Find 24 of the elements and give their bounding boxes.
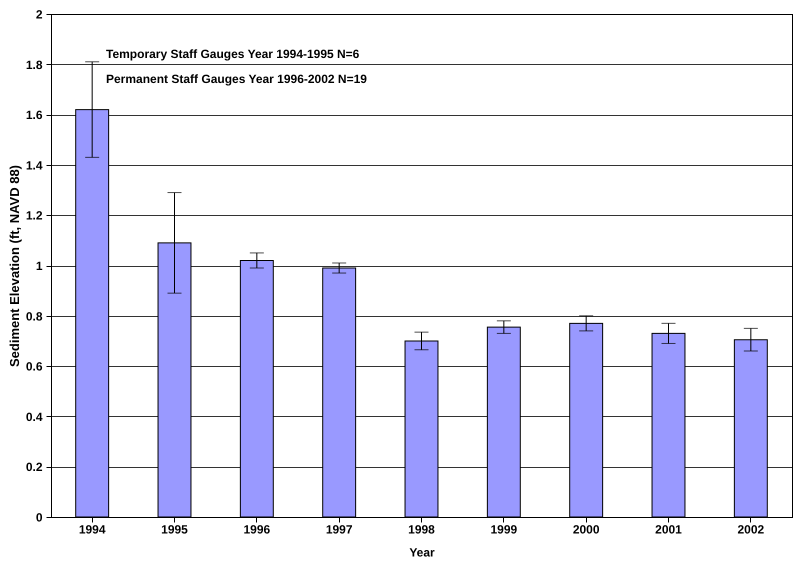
y-tick-label: 1.2: [26, 208, 43, 223]
y-tick-label: 1.6: [26, 108, 43, 122]
x-tick-label: 2001: [655, 522, 682, 536]
y-tick-label: 1: [36, 259, 43, 273]
x-tick-label: 1997: [326, 522, 353, 536]
x-tick-label: 1999: [490, 522, 518, 536]
annotation: Temporary Staff Gauges Year 1994-1995 N=6: [106, 47, 360, 61]
y-tick-label: 0.6: [26, 360, 43, 374]
y-tick-label: 0.4: [26, 410, 43, 424]
y-tick-label: 1.4: [26, 158, 43, 172]
x-tick-label: 1996: [243, 522, 271, 536]
y-tick-label: 2: [36, 8, 43, 22]
annotation: Permanent Staff Gauges Year 1996-2002 N=19: [106, 72, 368, 86]
y-tick-label: 0.2: [26, 460, 43, 474]
x-tick-label: 1995: [161, 522, 188, 536]
y-tick-label: 0.8: [26, 309, 43, 324]
x-tick-label: 1994: [78, 522, 106, 536]
y-axis-title: Sediment Elevation (ft, NAVD 88): [6, 164, 22, 368]
y-tick-label: 0: [36, 510, 43, 524]
x-tick-label: 2002: [737, 522, 765, 536]
x-axis-title: Year: [409, 546, 436, 560]
x-tick-label: 2000: [572, 522, 600, 536]
x-tick-label: 1998: [408, 522, 436, 536]
y-tick-label: 1.8: [26, 58, 43, 72]
